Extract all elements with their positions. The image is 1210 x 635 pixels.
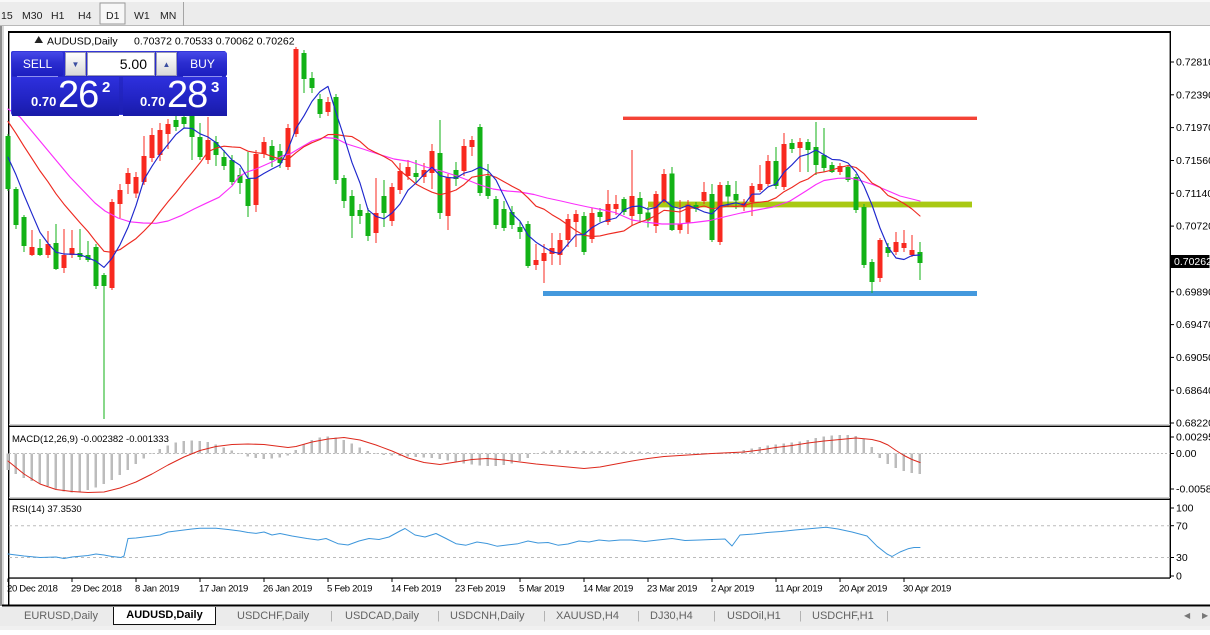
svg-text:30: 30 <box>1176 552 1188 564</box>
svg-text:20 Dec 2018: 20 Dec 2018 <box>7 584 58 595</box>
svg-text:8 Jan 2019: 8 Jan 2019 <box>135 584 179 595</box>
svg-text:H1: H1 <box>51 10 65 22</box>
svg-text:29 Dec 2018: 29 Dec 2018 <box>71 584 122 595</box>
svg-text:AUDUSD,Daily: AUDUSD,Daily <box>47 36 118 48</box>
svg-text:0.70262: 0.70262 <box>1174 256 1210 268</box>
svg-text:23 Mar 2019: 23 Mar 2019 <box>647 584 697 595</box>
svg-text:70: 70 <box>1176 520 1188 532</box>
svg-text:2 Apr 2019: 2 Apr 2019 <box>711 584 754 595</box>
svg-text:0.70372 0.70533 0.70062 0.7026: 0.70372 0.70533 0.70062 0.70262 <box>134 36 295 48</box>
svg-text:30 Apr 2019: 30 Apr 2019 <box>903 584 951 595</box>
svg-text:0.71140: 0.71140 <box>1176 188 1210 200</box>
svg-text:RSI(14) 37.3530: RSI(14) 37.3530 <box>12 504 82 515</box>
svg-text:11 Apr 2019: 11 Apr 2019 <box>775 584 822 595</box>
svg-text:100: 100 <box>1176 503 1194 515</box>
svg-text:W1: W1 <box>134 10 150 22</box>
svg-text:0.002957: 0.002957 <box>1176 432 1210 444</box>
svg-text:26 Jan 2019: 26 Jan 2019 <box>263 584 312 595</box>
svg-text:20 Apr 2019: 20 Apr 2019 <box>839 584 887 595</box>
svg-text:0.00: 0.00 <box>1176 448 1197 460</box>
svg-text:23 Feb 2019: 23 Feb 2019 <box>455 584 505 595</box>
svg-text:D1: D1 <box>106 10 120 22</box>
svg-text:H4: H4 <box>78 10 92 22</box>
svg-text:5 Feb 2019: 5 Feb 2019 <box>327 584 372 595</box>
svg-text:15: 15 <box>1 10 13 22</box>
svg-text:14 Feb 2019: 14 Feb 2019 <box>391 584 441 595</box>
svg-text:14 Mar 2019: 14 Mar 2019 <box>583 584 633 595</box>
svg-text:5 Mar 2019: 5 Mar 2019 <box>519 584 564 595</box>
svg-text:17 Jan 2019: 17 Jan 2019 <box>199 584 248 595</box>
svg-text:MN: MN <box>160 10 176 22</box>
svg-text:MACD(12,26,9) -0.002382 -0.001: MACD(12,26,9) -0.002382 -0.001333 <box>12 434 169 445</box>
svg-text:-0.00582: -0.00582 <box>1176 484 1210 496</box>
svg-text:0: 0 <box>1176 571 1182 583</box>
svg-text:M30: M30 <box>22 10 43 22</box>
